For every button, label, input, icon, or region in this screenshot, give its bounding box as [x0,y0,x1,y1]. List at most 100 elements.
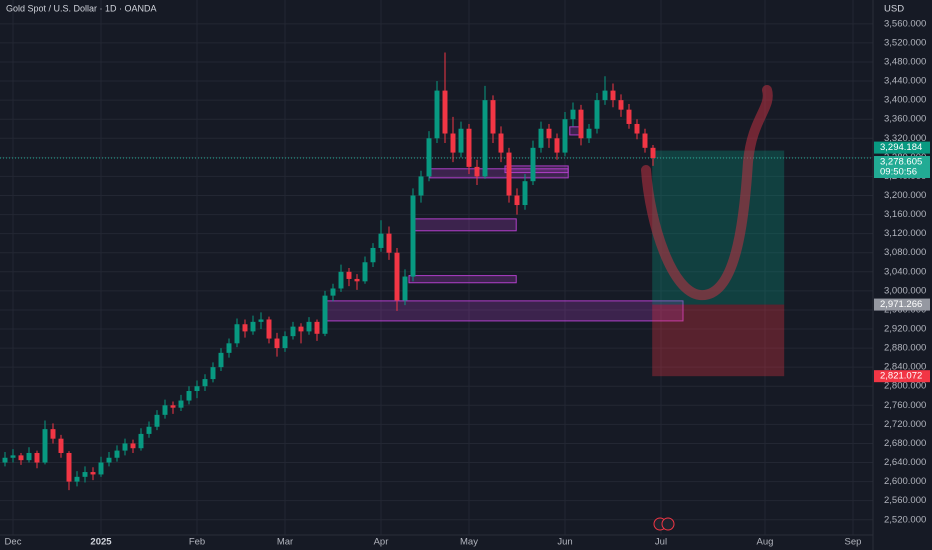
candle-body [290,326,296,337]
x-tick-label: Sep [845,537,862,548]
candle-body [634,123,640,134]
candle-body [442,90,448,134]
candle-body [202,379,208,387]
candle-body [570,109,576,120]
candle-body [426,138,432,177]
y-tick-label: 3,120.000 [884,228,926,239]
candle-body [186,390,192,401]
candle-body [578,109,584,139]
y-tick-label: 2,880.000 [884,343,926,354]
price-label: 3,278.605 [880,157,922,168]
candle-body [506,152,512,196]
candle-body [402,276,408,301]
y-tick-label: 3,160.000 [884,209,926,220]
y-tick-label: 3,200.000 [884,190,926,201]
candle-body [154,414,160,427]
x-tick-label: Jun [557,537,572,548]
x-tick-label: Mar [277,537,293,548]
candle-body [2,457,8,463]
price-label: 3,294.184 [880,142,922,153]
candle-body [74,476,80,482]
candle-body [114,450,120,458]
candle-body [298,326,304,332]
candle-body [386,233,392,253]
y-tick-label: 2,760.000 [884,400,926,411]
candle-body [354,278,360,282]
y-tick-label: 3,440.000 [884,76,926,87]
y-tick-label: 2,680.000 [884,438,926,449]
candle-body [538,128,544,148]
candle-body [106,457,112,463]
candle-body [434,90,440,139]
price-label-box [874,156,930,179]
order-block-zone [408,275,517,284]
y-tick-label: 3,560.000 [884,18,926,29]
candle-body [618,100,624,110]
x-tick-label: May [460,537,478,548]
candle-body [498,133,504,153]
candle-body [610,90,616,101]
candle-body [234,324,240,344]
candle-body [482,100,488,177]
candle-body [226,343,232,353]
y-tick-label: 2,840.000 [884,362,926,373]
candle-body [602,90,608,101]
candle-body [250,321,256,332]
candle-body [66,452,72,482]
y-tick-label: 3,520.000 [884,37,926,48]
candle-body [410,195,416,277]
candle-body [42,429,48,463]
candles [2,52,656,491]
order-block-zone [324,300,684,322]
candle-body [626,109,632,124]
chart-title: Gold Spot / U.S. Dollar · 1D · OANDA [6,3,157,13]
candle-body [642,133,648,148]
candle-body [458,128,464,153]
y-tick-label: 3,360.000 [884,114,926,125]
y-tick-label: 3,400.000 [884,95,926,106]
y-tick-label: 3,320.000 [884,133,926,144]
candle-body [378,233,384,248]
candle-body [258,319,264,322]
y-tick-label: 3,480.000 [884,57,926,68]
candle-body [138,433,144,449]
candle-body [50,429,56,439]
candle-body [218,352,224,368]
x-tick-label: 2025 [90,537,112,548]
price-label-box [874,370,930,383]
candle-body [330,288,336,296]
candle-body [650,147,656,159]
candle-body [586,128,592,139]
x-tick-label: Jul [655,537,667,548]
candle-body [130,443,136,449]
candle-body [178,400,184,408]
stop-zone [652,304,785,377]
candle-body [594,100,600,129]
y-tick-label: 3,040.000 [884,266,926,277]
candle-body [274,338,280,349]
price-label: 2,821.072 [880,371,922,382]
candle-body [362,262,368,282]
candle-body [58,438,64,453]
y-tick-label: 2,800.000 [884,381,926,392]
candle-body [26,452,32,461]
candle-body [370,247,376,263]
candle-body [18,455,24,461]
candle-body [90,472,96,475]
candle-body [530,147,536,182]
candle-body [194,386,200,391]
candle-body [474,166,480,177]
currency-label: USD [884,4,904,15]
x-tick-label: Apr [374,537,389,548]
candle-body [242,324,248,332]
candle-body [82,472,88,477]
price-label-box [874,141,930,154]
candle-body [122,443,128,451]
candle-body [146,426,152,434]
y-tick-label: 2,520.000 [884,514,926,525]
candle-body [522,181,528,206]
candle-body [98,462,104,475]
candle-body [466,128,472,167]
candle-body [10,455,16,458]
